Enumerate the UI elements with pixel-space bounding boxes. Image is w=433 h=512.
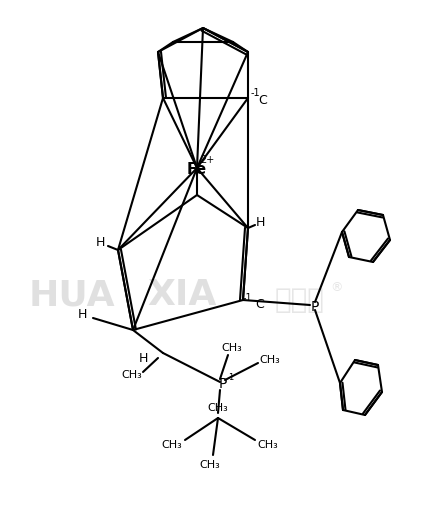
Text: CH₃: CH₃ [122, 370, 142, 380]
Text: HUA: HUA [29, 278, 115, 312]
Text: P: P [219, 377, 227, 391]
Text: CH₃: CH₃ [222, 343, 242, 353]
Text: CH₃: CH₃ [162, 440, 182, 450]
Text: C: C [258, 94, 267, 106]
Text: CH₃: CH₃ [260, 355, 281, 365]
Text: H: H [138, 352, 148, 365]
Text: CH₃: CH₃ [200, 460, 220, 470]
Text: CH₃: CH₃ [208, 403, 228, 413]
Text: H: H [255, 216, 265, 228]
Text: CH₃: CH₃ [258, 440, 278, 450]
Text: -1: -1 [251, 88, 261, 98]
Text: C: C [255, 298, 264, 311]
Text: ®: ® [330, 282, 342, 294]
Text: Fe: Fe [187, 162, 207, 178]
Text: H: H [78, 309, 87, 322]
Text: -1: -1 [242, 293, 252, 303]
Text: 1: 1 [228, 373, 234, 381]
Text: P: P [311, 300, 319, 314]
Text: 化学加: 化学加 [275, 286, 325, 314]
Text: 2+: 2+ [200, 155, 214, 165]
Text: XIA: XIA [147, 278, 216, 312]
Text: H: H [95, 237, 105, 249]
